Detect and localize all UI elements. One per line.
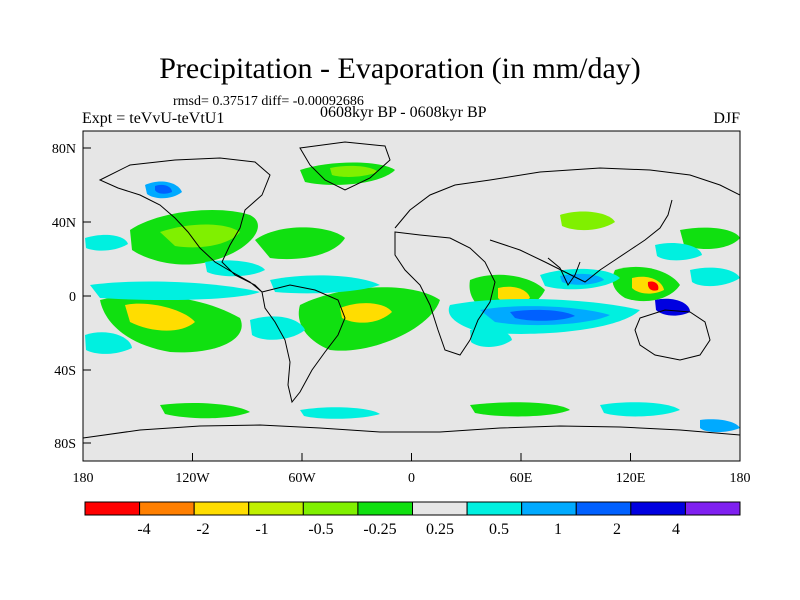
coast-asia <box>489 199 673 283</box>
patch-north-pacific-light <box>160 224 240 248</box>
colorbar-label: 4 <box>672 521 680 538</box>
patch-south-pacific-cyan <box>250 316 305 340</box>
period-label: 0608kyr BP - 0608kyr BP <box>320 104 487 121</box>
patch-south-atlantic-yellow <box>340 303 392 323</box>
patch-west-pacific-cyan <box>655 243 702 261</box>
patch-southern-ocean-green <box>160 402 250 419</box>
colorbar-labels: -4 -2 -1 -0.5 -0.25 0.25 0.5 1 2 4 <box>137 521 680 538</box>
x-tick-label: 120W <box>175 471 210 486</box>
experiment-label: Expt = teVvU-teVtU1 <box>82 110 225 127</box>
colorbar-swatch <box>412 501 468 516</box>
y-tick-label: 0 <box>69 290 76 305</box>
x-axis <box>82 453 741 461</box>
colorbar-label: 1 <box>554 521 562 538</box>
coast-south-america <box>261 284 346 404</box>
colorbar-label: 2 <box>613 521 621 538</box>
colorbar-swatch <box>630 501 686 516</box>
colorbar-swatch <box>84 501 141 516</box>
y-tick-label: 40N <box>52 216 76 231</box>
patch-south-pacific-blue <box>85 332 132 354</box>
patch-alaska-deep <box>155 184 172 194</box>
patch-itcz-pacific <box>90 281 260 300</box>
coast-europe <box>394 167 740 229</box>
patch-southern-ocean-cyan <box>300 407 380 419</box>
y-axis <box>83 147 91 444</box>
coast-africa <box>394 231 496 356</box>
colorbar-swatch <box>521 501 577 516</box>
patch-west-pacific-green <box>680 227 740 250</box>
patch-indian-ocean-deep <box>510 309 575 321</box>
season-label: DJF <box>713 110 740 127</box>
colorbar-label: -0.25 <box>363 521 396 538</box>
y-tick-label: 40S <box>54 364 76 379</box>
colorbar-swatch <box>357 501 413 516</box>
colorbar-label: -0.5 <box>308 521 333 538</box>
x-tick-label: 180 <box>730 471 751 486</box>
coast-greenland <box>299 141 391 191</box>
coast-australia <box>634 309 711 361</box>
patch-maritime-red <box>647 281 659 291</box>
x-tick-label: 60E <box>510 471 533 486</box>
x-tick-label: 120E <box>616 471 646 486</box>
patch-arctic-light <box>330 165 378 177</box>
coast-north-america <box>98 157 271 293</box>
x-tick-label: 60W <box>288 471 316 486</box>
y-tick-label: 80S <box>54 437 76 452</box>
patch-north-pacific-cyan <box>85 234 128 251</box>
stats-line: rmsd= 0.37517 diff= -0.00092686 <box>173 94 364 109</box>
colorbar-swatch <box>575 501 632 516</box>
patch-itcz-atlantic <box>270 275 380 294</box>
patch-north-atlantic <box>255 227 345 260</box>
colorbar-label: 0.25 <box>426 521 454 538</box>
colorbar-label: -4 <box>137 521 150 538</box>
patch-north-indian-blue <box>560 273 604 285</box>
x-tick-label: 0 <box>408 471 415 486</box>
patch-southern-ocean-blue-east <box>700 419 740 433</box>
y-tick-label: 80N <box>52 142 76 157</box>
coast-india <box>547 257 581 286</box>
colorbar-label: 0.5 <box>489 521 509 538</box>
plot-title: Precipitation - Evaporation (in mm/day) <box>159 52 641 85</box>
patch-southern-ocean-cyan-2 <box>600 402 680 417</box>
colorbar-label: -1 <box>255 521 268 538</box>
colorbar-swatch <box>139 501 195 516</box>
patch-southern-ocean-green-2 <box>470 402 570 417</box>
colorbar-swatch <box>248 501 304 516</box>
field-patches <box>85 162 740 433</box>
colorbar-swatch <box>466 501 523 516</box>
colorbar <box>84 501 741 516</box>
patch-south-pacific-yellow <box>125 303 195 331</box>
coast-antarctica <box>83 424 740 439</box>
patch-south-africa-cyan <box>470 328 512 347</box>
patch-east-pacific-cyan <box>690 267 740 287</box>
colorbar-label: -2 <box>196 521 209 538</box>
patch-east-asia-green <box>560 211 615 231</box>
coastlines <box>83 141 740 439</box>
x-tick-label: 180 <box>73 471 94 486</box>
colorbar-swatch <box>684 501 741 516</box>
colorbar-swatch <box>302 501 359 516</box>
colorbar-swatch <box>193 501 250 516</box>
